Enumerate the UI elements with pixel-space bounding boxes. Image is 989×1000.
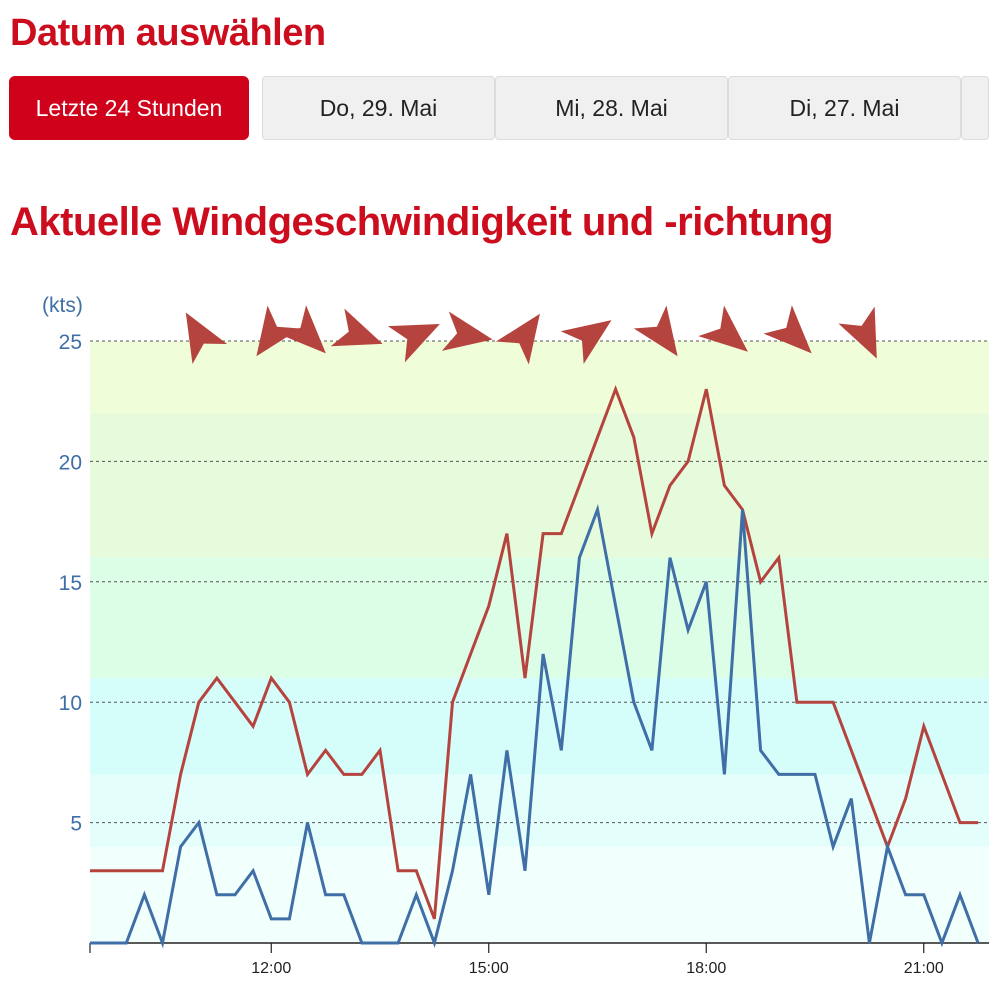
band-0: [90, 846, 989, 943]
wind-direction-arrow-icon: [185, 312, 228, 365]
series-line-mean: [90, 504, 980, 949]
tab-thu-29-may[interactable]: Do, 29. Mai: [262, 76, 495, 140]
wind-direction-arrow-icon: [698, 305, 748, 352]
wind-direction-arrow-icon: [633, 305, 678, 357]
wind-direction-arrow-icon: [838, 306, 877, 359]
y-axis-unit: (kts): [42, 294, 83, 317]
y-tick-label: 10: [59, 692, 82, 715]
direction-arrows: [185, 305, 877, 365]
x-tick-label: 18:00: [686, 960, 726, 977]
wind-direction-arrow-icon: [330, 308, 383, 347]
y-tick-label: 25: [59, 331, 82, 354]
wind-direction-arrow-icon: [387, 324, 440, 363]
tab-next-day[interactable]: [961, 76, 989, 140]
wind-chart: 5 10 15 20 25 12:00 15:00 18:00 21:00 (kts): [42, 294, 989, 977]
tab-wed-28-may[interactable]: Mi, 28. Mai: [495, 76, 728, 140]
band-3: [90, 557, 989, 679]
date-tabs: Letzte 24 Stunden Do, 29. Mai Mi, 28. Ma…: [0, 76, 989, 142]
wind-direction-arrow-icon: [277, 305, 326, 354]
section-title: Aktuelle Windgeschwindigkeit und -richtu…: [10, 200, 834, 244]
y-tick-label: 5: [70, 813, 82, 836]
wind-direction-arrow-icon: [763, 305, 812, 354]
series-line-gusts: [90, 384, 979, 920]
tab-last-24-hours[interactable]: Letzte 24 Stunden: [9, 76, 249, 140]
band-5: [90, 341, 989, 414]
wind-direction-arrow-icon: [441, 311, 493, 351]
wind-direction-arrow-icon: [256, 305, 301, 357]
axes: 5 10 15 20 25 12:00 15:00 18:00 21:00: [59, 331, 989, 977]
x-tick-label: 15:00: [469, 960, 509, 977]
speed-bands: [90, 341, 989, 943]
wind-direction-arrow-icon: [495, 313, 540, 365]
band-4: [90, 413, 989, 558]
wind-direction-arrow-icon: [560, 320, 612, 365]
y-tick-label: 15: [59, 572, 82, 595]
y-tick-label: 20: [59, 451, 82, 474]
x-tick-label: 12:00: [251, 960, 291, 977]
x-tick-label: 21:00: [904, 960, 944, 977]
tab-tue-27-may[interactable]: Di, 27. Mai: [728, 76, 961, 140]
series-lines: [90, 384, 980, 949]
page-title: Datum auswählen: [10, 12, 326, 54]
